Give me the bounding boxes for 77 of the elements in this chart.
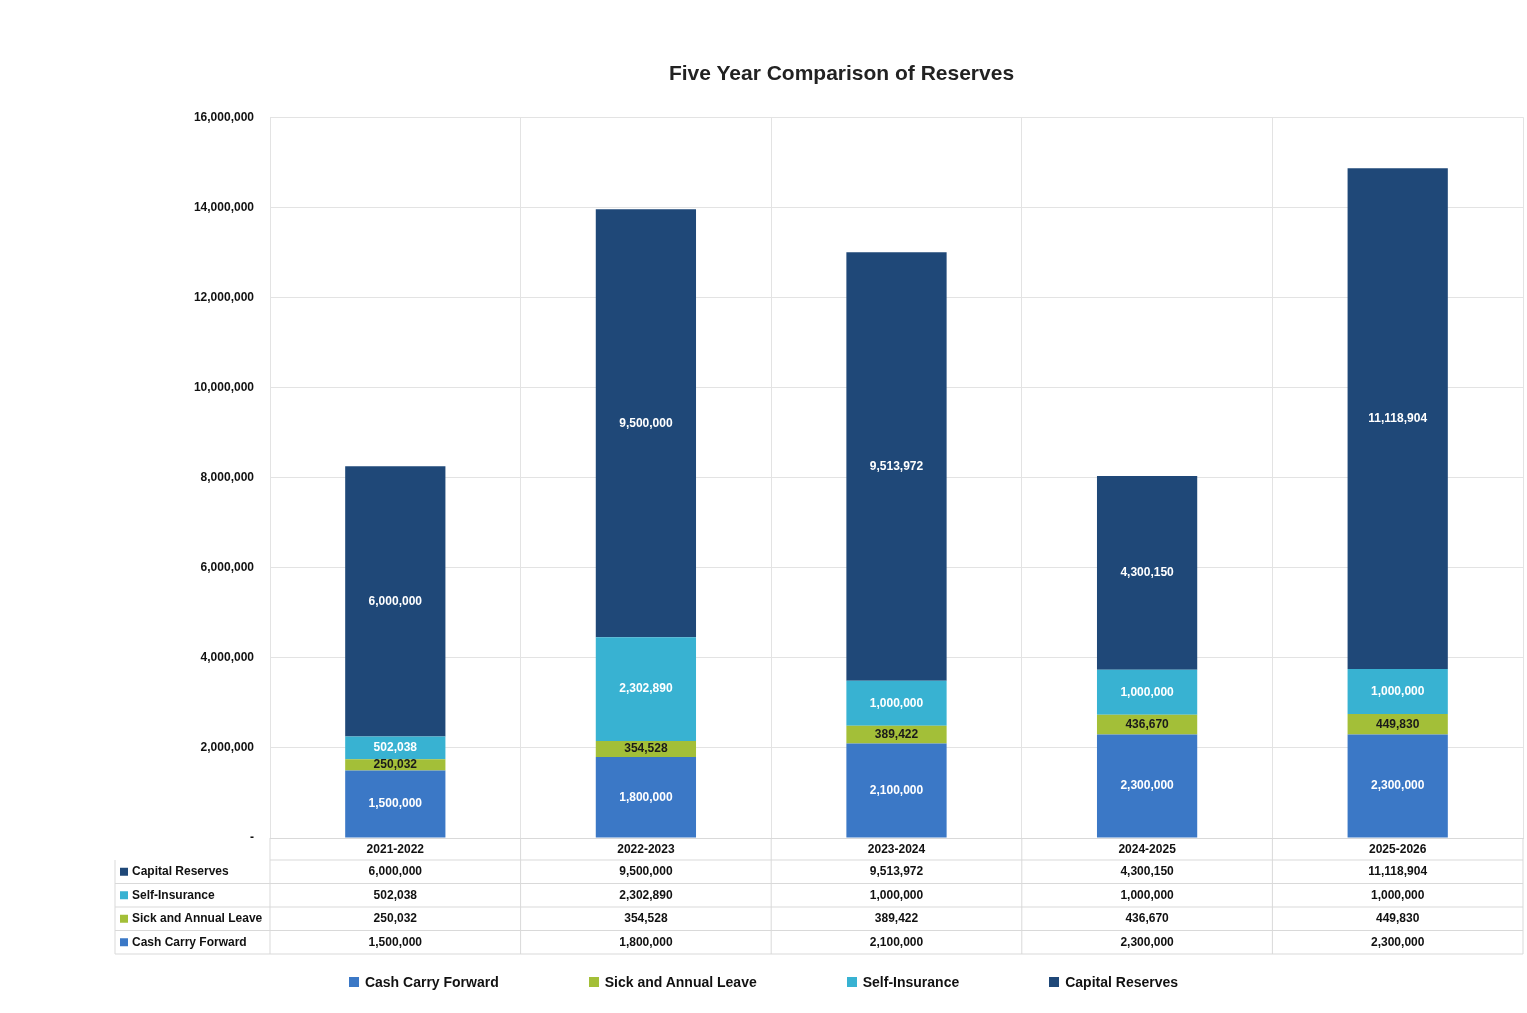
- data-label: 2,302,890: [619, 887, 673, 902]
- y-tick-label: 10,000,000: [193, 379, 255, 394]
- y-tick-label: 14,000,000: [193, 199, 255, 214]
- data-label: 436,670: [1125, 911, 1170, 926]
- legend-label: Capital Reserves: [132, 864, 230, 879]
- text: 9,513,972: [869, 458, 924, 473]
- data-label: 2,100,000: [869, 934, 924, 949]
- bar: [595, 756, 697, 838]
- data-label: 1,000,000: [1120, 887, 1175, 902]
- y-tick-label: 2,000,000: [200, 740, 255, 755]
- text: 1,000,000: [1120, 684, 1174, 699]
- bar: [846, 252, 947, 681]
- data-label: 1,500,000: [368, 934, 423, 949]
- data-label: 11,118,904: [1368, 864, 1428, 879]
- text: 6,000,000: [368, 593, 422, 608]
- text: 1,000,000: [1371, 683, 1425, 698]
- y-tick-label: 4,000,000: [200, 650, 255, 665]
- text: 389,422: [874, 726, 919, 741]
- data-label: 250,032: [373, 911, 418, 926]
- bar: [1096, 669, 1198, 715]
- text: Self-Insurance: [862, 974, 960, 990]
- text: 11,118,904: [1368, 410, 1428, 425]
- x-tick-label: 2021-2022: [366, 841, 425, 856]
- bar: [595, 637, 697, 741]
- chart-title: Five Year Comparison of Reserves: [668, 61, 1015, 85]
- bar: [846, 743, 947, 838]
- text: 502,038: [373, 740, 417, 755]
- text: Cash Carry Forward: [132, 934, 247, 949]
- bar: [1347, 168, 1448, 670]
- text: 1,800,000: [619, 789, 673, 804]
- data-label: 6,000,000: [368, 864, 423, 879]
- data-label: 1,000,000: [869, 887, 924, 902]
- text: 2,302,890: [619, 681, 673, 696]
- text: 354,528: [624, 741, 668, 756]
- bar: [345, 466, 446, 737]
- text: 9,500,000: [619, 415, 673, 430]
- text: 4,300,150: [1120, 565, 1174, 580]
- x-tick-label: 2024-2025: [1118, 841, 1177, 856]
- data-label: 354,528: [624, 911, 668, 926]
- text: 250,032: [373, 757, 417, 772]
- bar: [846, 680, 947, 726]
- bar: [1347, 734, 1448, 838]
- text: 1,500,000: [368, 796, 422, 811]
- bar: [345, 770, 446, 838]
- data-label: 1,800,000: [619, 934, 673, 949]
- legend-label: Sick and Annual Leave: [132, 911, 263, 926]
- bar: [1347, 669, 1448, 715]
- x-tick-label: 2025-2026: [1369, 841, 1427, 856]
- y-tick-label: -: [250, 830, 254, 845]
- data-label: 1,000,000: [1371, 887, 1425, 902]
- y-tick-label: 8,000,000: [200, 469, 255, 484]
- bar: [1096, 475, 1198, 670]
- data-label: 2,300,000: [1120, 934, 1175, 949]
- data-label: 9,500,000: [619, 864, 673, 879]
- text: 2,300,000: [1371, 778, 1425, 793]
- data-label: 449,830: [1376, 911, 1420, 926]
- legend-label: Self-Insurance: [132, 887, 216, 902]
- data-label: 502,038: [373, 887, 418, 902]
- text: 436,670: [1125, 716, 1169, 731]
- text: 1,000,000: [869, 695, 924, 710]
- text: 2,300,000: [1120, 778, 1174, 793]
- text: Capital Reserves: [1065, 974, 1179, 990]
- y-tick-label: 12,000,000: [193, 289, 255, 304]
- bar: [1096, 734, 1198, 838]
- text: Sick and Annual Leave: [604, 974, 757, 990]
- data-label: 389,422: [874, 911, 919, 926]
- text: 2,100,000: [869, 782, 924, 797]
- data-label: 4,300,150: [1120, 864, 1175, 879]
- y-tick-label: 6,000,000: [200, 560, 255, 575]
- legend-label: Cash Carry Forward: [364, 974, 499, 990]
- data-label: 2,300,000: [1371, 934, 1425, 949]
- bar: [595, 209, 697, 638]
- x-tick-label: 2023-2024: [867, 841, 926, 856]
- data-label: 9,513,972: [869, 864, 924, 879]
- text: 449,830: [1376, 716, 1420, 731]
- y-tick-label: 16,000,000: [193, 109, 255, 124]
- x-tick-label: 2022-2023: [617, 841, 675, 856]
